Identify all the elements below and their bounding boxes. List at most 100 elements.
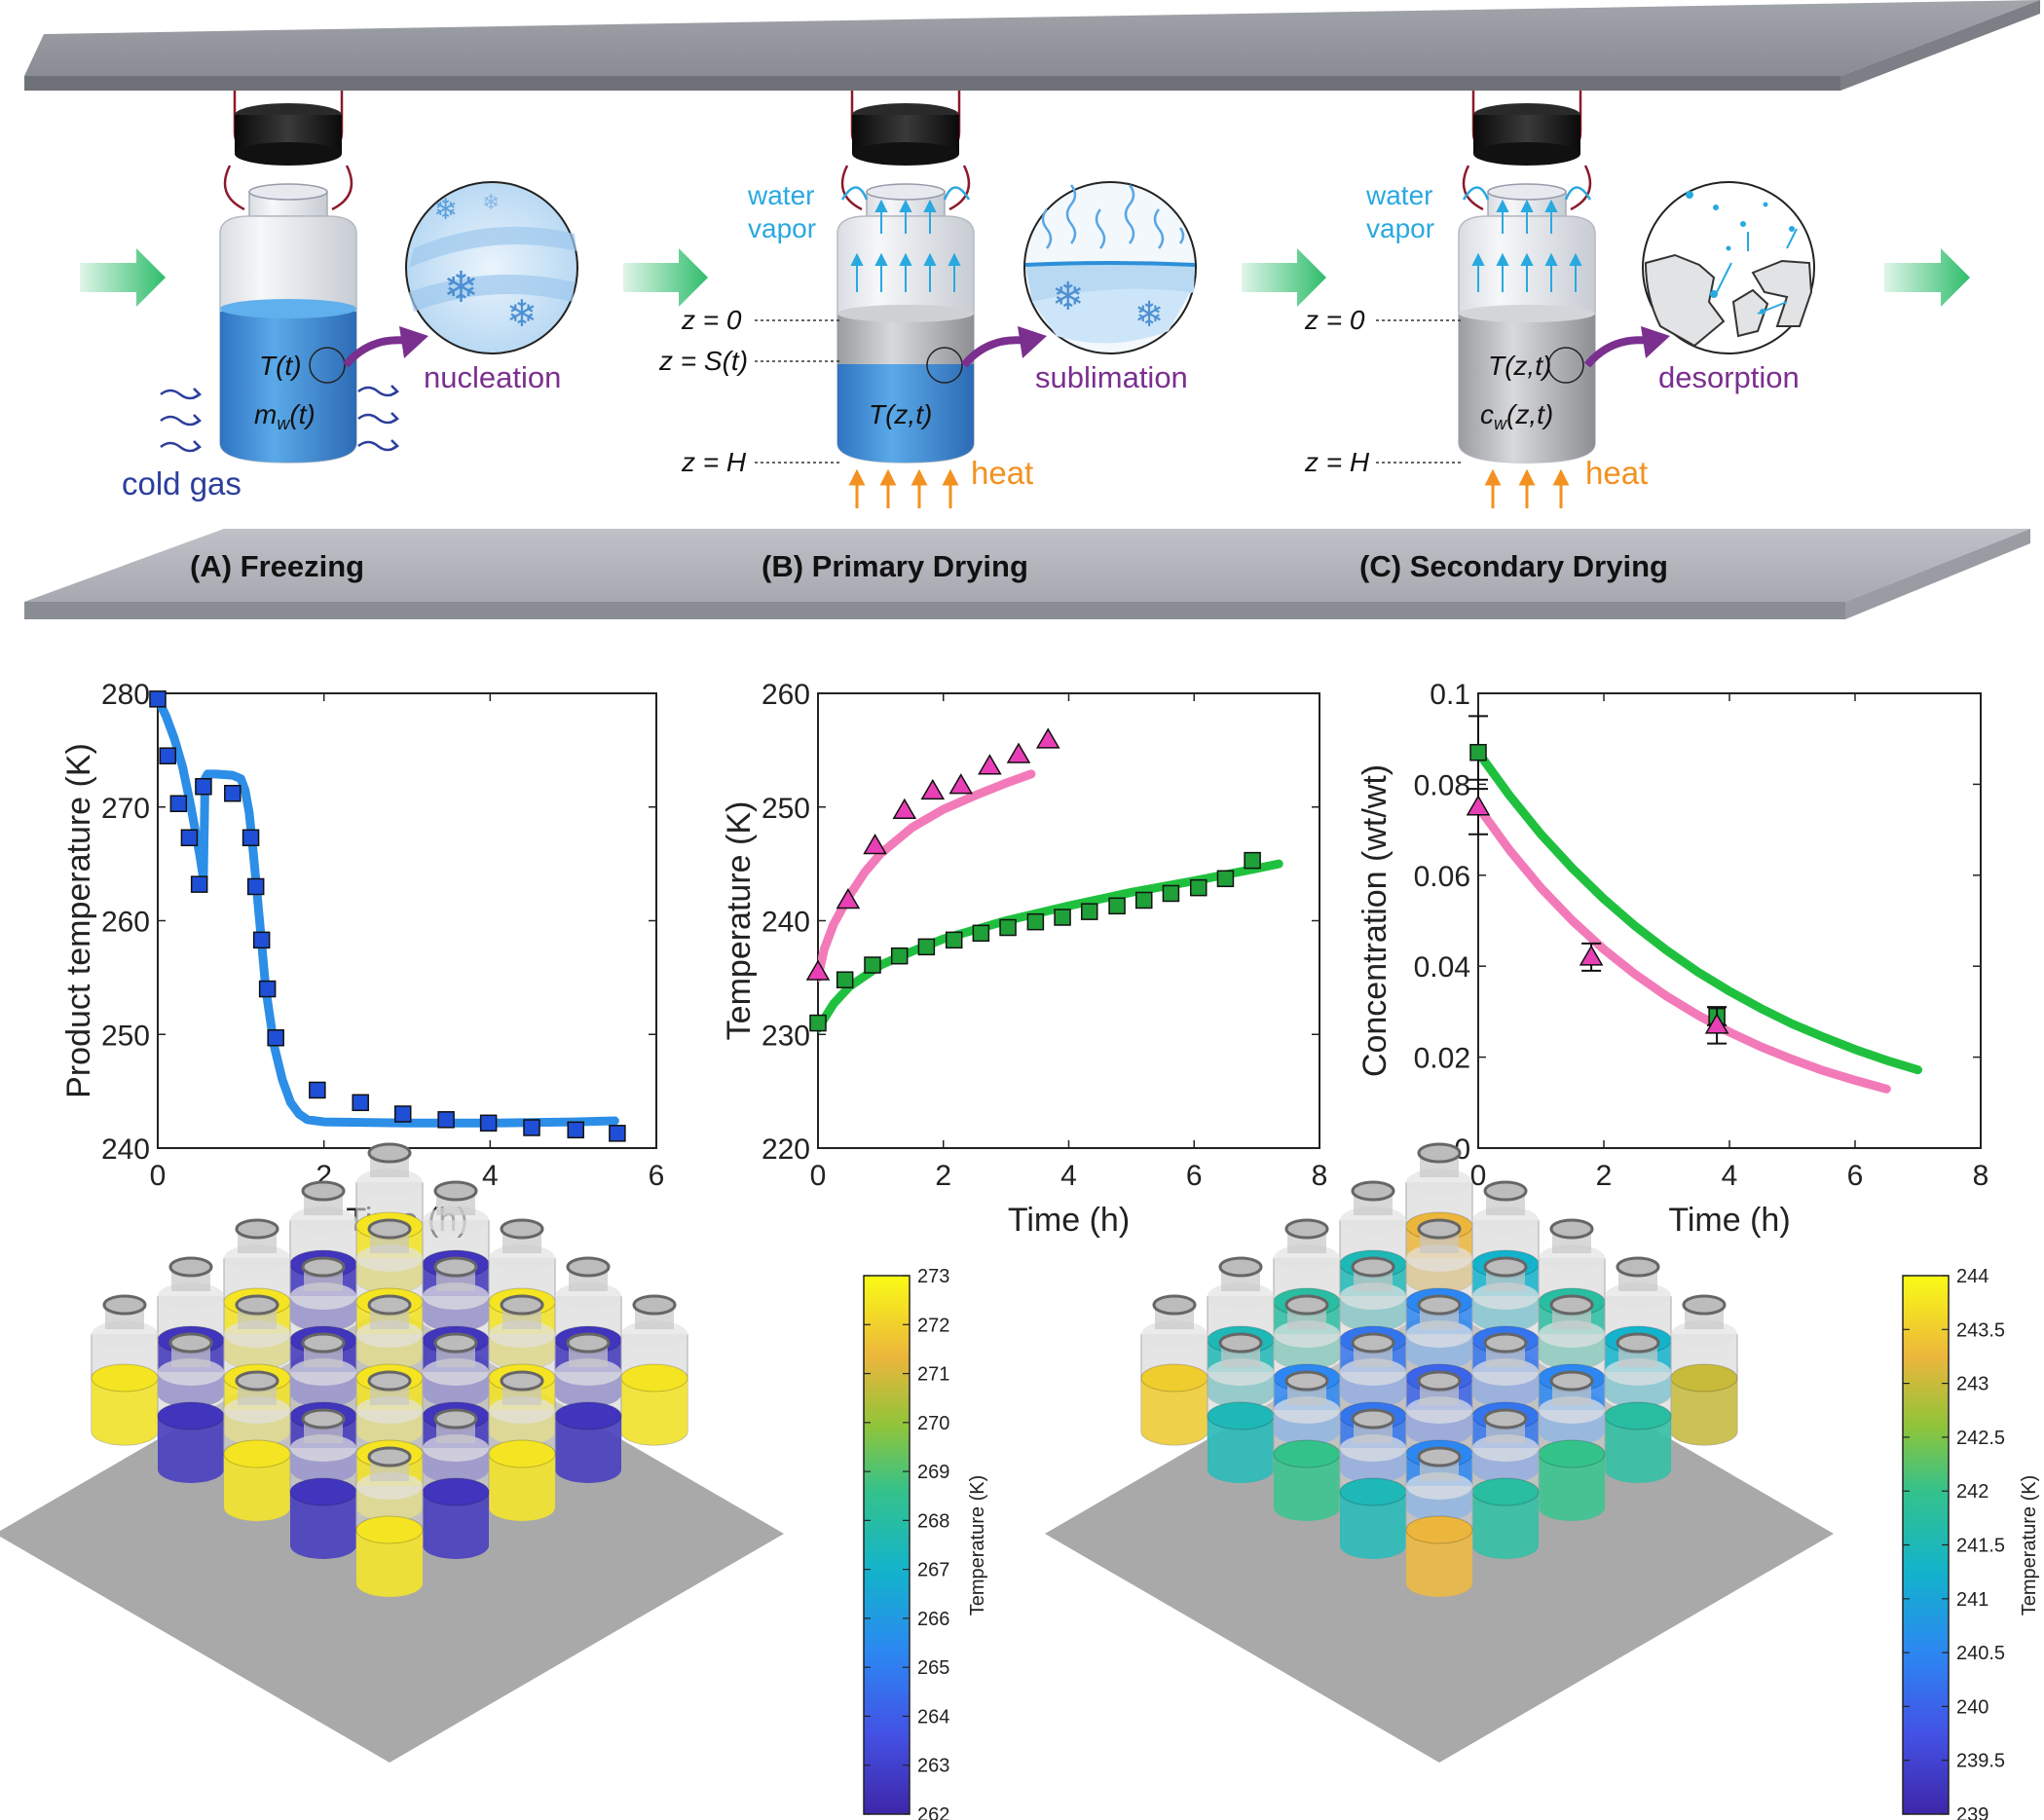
data-point-exp-top [863,833,887,855]
vial-lip [1483,1180,1528,1202]
vial-lip [235,1294,279,1316]
secondary-var-temp: T(z,t) [1488,351,1551,381]
data-point-exp-green [1469,743,1487,761]
data-point-exp-top [920,778,946,800]
data-point-exp-pink [1579,945,1604,966]
cold-gas-arrows [160,385,400,453]
vial-lip [1417,1370,1462,1392]
secondary-z0: z = 0 [1304,305,1365,335]
data-point-exp-top [805,959,831,981]
data-point-exp-top [1006,742,1031,763]
primary-vapor-line2: vapor [748,213,816,243]
colorbar-tick-label: 241 [1956,1589,1988,1611]
vial-liquid-top [1670,1363,1738,1393]
arrow-right-icon [1242,248,1326,307]
snowflake-icon: ❄ [443,264,479,312]
vial [355,1446,424,1598]
vial-lip [1351,1256,1395,1278]
y-tick-label: 250 [762,793,810,825]
vial-lip [1549,1218,1594,1240]
data-point-exp-top [892,798,917,820]
colorbar-tick-label: 242.5 [1956,1428,2005,1449]
vial-lip [500,1370,544,1392]
colorbar-tick-label: 265 [917,1657,949,1679]
data-point-experiment [159,747,176,764]
sublimation-label: sublimation [1035,360,1188,394]
snowflake-icon: ❄ [482,190,500,214]
data-point-experiment [246,877,265,896]
vial-lip [1284,1294,1329,1316]
vial-lip [1682,1294,1727,1316]
data-point-exp-bottom [836,971,854,988]
data-point-exp-bottom [864,956,881,974]
y-tick-label: 280 [101,679,150,711]
vial [488,1370,556,1522]
snowflake-icon: ❄ [506,294,538,335]
x-tick-label: 0 [150,1160,167,1192]
primary-zs: z = S(t) [658,346,748,376]
y-tick-label: 220 [762,1133,810,1166]
colorbar-tick-label: 239.5 [1956,1751,2005,1772]
data-point-exp-bottom [1026,912,1045,931]
vial-lip [500,1294,544,1316]
stage-title-primary: (B) Primary Drying [762,549,1028,583]
vial-liquid [1605,1416,1671,1483]
vial [422,1408,490,1560]
vial-lip [1351,1408,1395,1430]
y-tick-label: 0.06 [1414,861,1470,893]
vial-lip [168,1332,213,1354]
vial-liquid-top [1405,1515,1473,1544]
data-point-experiment [169,795,188,812]
vial-liquid [1208,1416,1274,1483]
top-shelf [24,0,2040,91]
data-point-exp-bottom [1135,891,1153,910]
vial [1405,1446,1473,1598]
process-arrows [80,248,1970,307]
vial [91,1294,159,1446]
vial-lip [1351,1180,1395,1202]
colorbar-tick-label: 267 [917,1560,949,1581]
data-point-experiment [252,931,271,949]
x-axis-label: Time (h) [1668,1202,1790,1239]
colorbar-primary: 239 239.5 240 240.5 241 241.5 242 242.5 243 243.5… [1902,1266,2040,1820]
vial-lip [1417,1446,1462,1467]
vial-lip [1549,1294,1594,1316]
series-line-model-green [1478,748,1922,1075]
x-tick-label: 8 [1312,1160,1328,1192]
vial-liquid [356,1530,423,1597]
colorbar-freezing: 262 263 264 265 266 267 268 269 270 271 272 273 Tem… [863,1266,988,1820]
data-point-experiment [242,829,260,847]
data-point-experiment [309,1081,326,1099]
data-point-exp-top [836,887,861,910]
vial-lip [168,1256,213,1278]
vial [1207,1332,1275,1484]
vial [620,1294,688,1446]
vial [1538,1370,1606,1522]
vial-liquid-top [1207,1401,1275,1430]
x-tick-label: 6 [649,1160,665,1192]
x-tick-label: 4 [1060,1160,1077,1192]
data-point-exp-bottom [890,947,909,965]
vial-lip [500,1218,544,1240]
colorbar-tick-label: 241.5 [1956,1536,2005,1557]
y-axis-label: Product temperature (K) [60,743,97,1098]
vial-lip [1549,1370,1594,1392]
colorbar-label: Temperature (K) [967,1475,988,1616]
vial [1339,1408,1407,1560]
vial-liquid [290,1492,356,1559]
data-point-experiment [190,875,208,893]
data-point-experiment [180,829,199,847]
x-tick-label: 4 [1722,1160,1738,1192]
vial-liquid [1539,1454,1605,1521]
colorbar-tick-label: 271 [917,1364,949,1386]
data-point-experiment [393,1105,412,1123]
vial-lip [367,1142,412,1164]
data-point-experiment [258,980,277,998]
y-tick-label: 240 [762,907,810,939]
y-tick-label: 0.08 [1414,769,1470,801]
data-point-experiment [224,784,242,802]
vial-lip [301,1408,346,1430]
vial-liquid [224,1454,290,1521]
